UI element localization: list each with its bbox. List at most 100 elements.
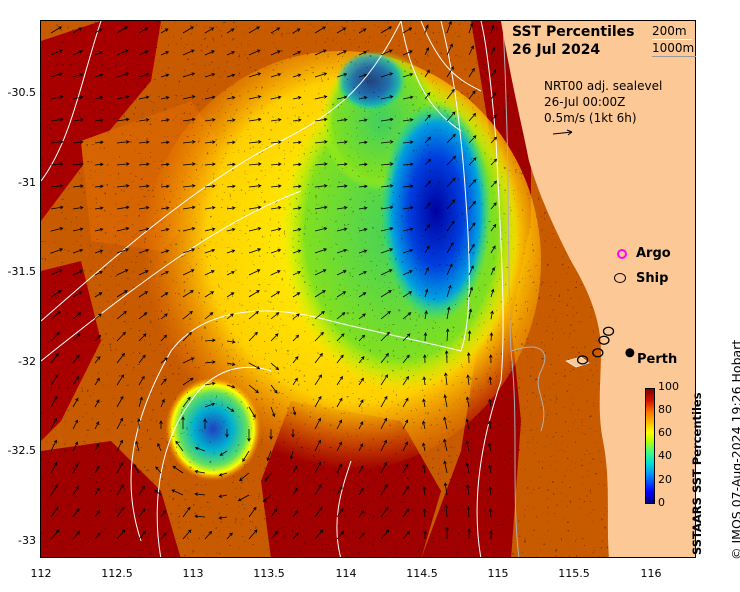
current-arrow [314,529,324,540]
current-arrow [402,95,414,100]
current-arrow [468,308,473,320]
current-arrow [182,357,195,364]
current-arrow [204,402,216,408]
current-arrow [159,420,163,429]
current-arrow [116,374,125,386]
current-arrow [402,419,409,430]
current-arrow [50,26,63,34]
current-arrow [358,184,368,189]
x-tick-label: 114.5 [406,567,438,580]
current-arrow [94,51,104,56]
current-arrow [116,395,124,408]
current-arrow [336,162,348,167]
current-arrow [182,310,193,320]
current-arrow [50,162,64,166]
current-arrow [72,162,84,167]
current-arrow [466,352,471,364]
current-arrow [182,117,196,122]
current-arrow [94,162,104,167]
current-arrow [380,205,394,210]
current-arrow [94,356,101,364]
colorbar-tick: 60 [658,426,672,439]
current-arrow [358,509,365,518]
current-arrow [292,184,302,189]
x-tick-label: 112 [30,567,52,580]
current-arrow [402,375,409,386]
current-arrow [270,530,279,540]
current-arrow [314,140,328,144]
current-arrow [248,290,260,298]
current-arrow [270,406,276,418]
current-arrow [72,354,80,364]
current-arrow [50,290,62,298]
current-arrow [380,529,390,540]
current-arrow [226,51,236,56]
current-arrow [380,310,391,320]
current-arrow [248,384,259,394]
current-arrow [358,334,366,342]
current-arrow [468,90,476,100]
current-arrow [204,50,215,56]
current-arrow [248,331,258,342]
current-arrow [292,249,302,254]
current-arrow [336,184,348,188]
current-arrow [314,205,328,210]
current-arrow [72,270,83,276]
current-arrow [336,485,343,496]
current-arrow [138,485,145,496]
current-arrow [239,472,250,482]
current-arrow [248,205,262,210]
current-arrow [116,26,129,34]
current-arrow [204,72,216,78]
current-arrow [116,140,130,144]
current-arrow [182,377,194,386]
current-arrow [182,396,191,408]
current-arrow [204,184,216,188]
current-arrow [138,205,150,210]
x-tick-label: 115 [487,567,509,580]
current-arrow [424,288,429,298]
current-arrow [116,506,125,518]
current-arrow [226,313,234,320]
current-arrow [358,292,367,298]
current-arrow [314,310,325,320]
current-arrow [138,530,147,540]
current-arrow [94,206,104,210]
current-arrow [50,117,64,122]
current-arrow [402,140,414,144]
current-arrow [443,416,448,430]
current-arrow [50,484,58,496]
current-arrow [336,508,344,518]
colorbar-tick: 80 [658,403,672,416]
current-arrow [72,397,79,408]
current-arrow [402,354,410,364]
current-arrow [380,248,394,254]
contour-line [156,366,272,557]
current-arrow [138,333,147,342]
current-arrow [336,95,348,100]
current-arrow [488,398,492,408]
current-arrow [248,362,261,370]
current-arrow [160,51,170,56]
contour-legend-1000m: 1000m [652,41,695,55]
current-arrow [72,291,83,298]
current-arrow [266,450,272,462]
current-arrow [138,270,149,276]
current-arrow [314,439,321,452]
current-arrow [116,162,130,166]
current-arrow [138,140,150,144]
current-arrow [466,484,470,496]
current-arrow [358,399,364,408]
current-arrow [446,306,451,320]
current-arrow [182,290,194,298]
current-arrow [336,291,347,298]
current-arrow [490,288,495,298]
current-arrow [182,248,196,254]
current-arrow [402,397,409,408]
current-arrow [72,312,82,320]
current-arrow [468,179,477,188]
current-arrow [160,292,169,298]
current-arrow [292,227,302,232]
current-arrow [194,446,206,452]
colorbar-tick: 20 [658,473,672,486]
